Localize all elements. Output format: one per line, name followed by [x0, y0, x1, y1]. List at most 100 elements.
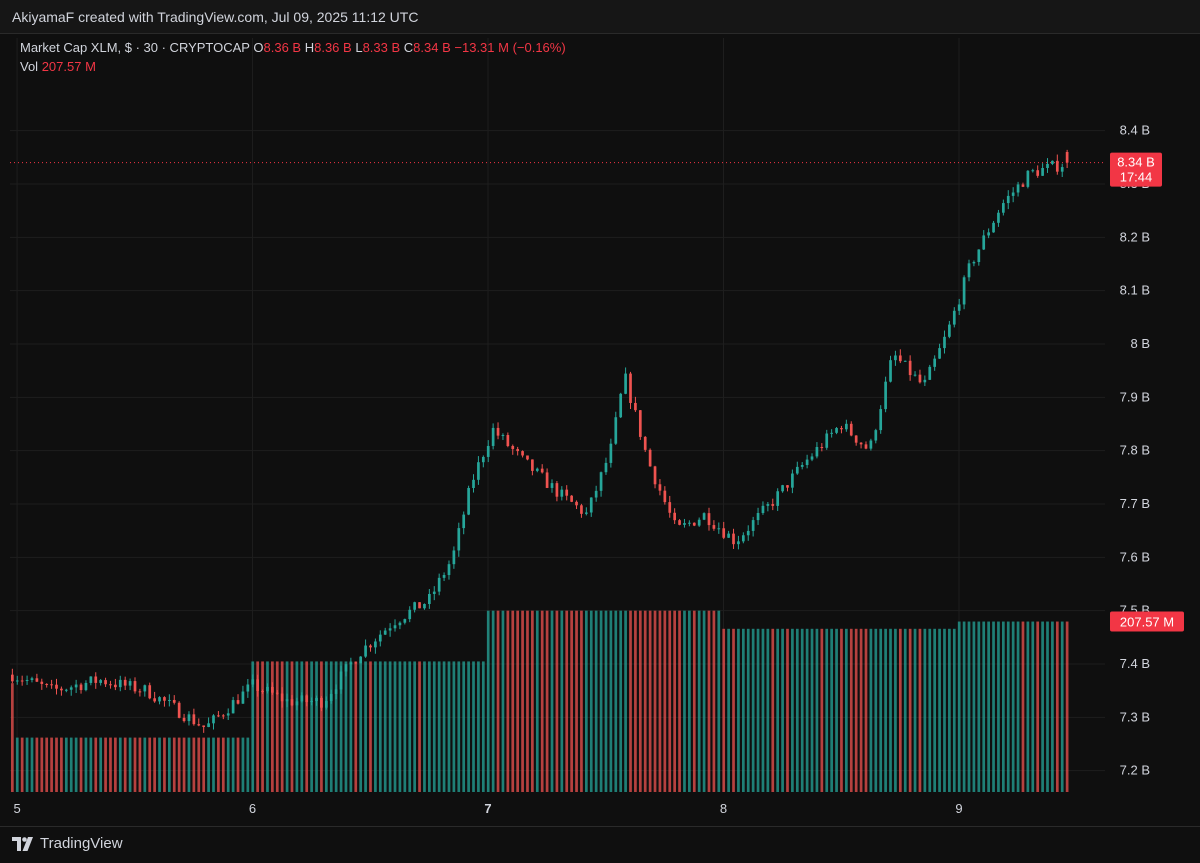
tradingview-brand[interactable]: TradingView: [12, 835, 123, 852]
volume-bar: [972, 621, 976, 792]
symbol-label[interactable]: Market Cap XLM, $ · 30 · CRYPTOCAP: [20, 40, 250, 55]
countdown-label: 17:44: [1120, 170, 1153, 185]
vol-label[interactable]: Vol: [20, 59, 39, 74]
volume-bar: [903, 628, 907, 792]
volume-bar: [643, 610, 647, 792]
volume-bar: [526, 610, 529, 792]
candle-body: [982, 235, 986, 250]
volume-bar: [158, 737, 161, 792]
candle-body: [1006, 195, 1010, 204]
candle-body: [109, 684, 112, 686]
volume-bar: [192, 737, 196, 792]
time-tick-label: 6: [249, 801, 256, 816]
candle-body: [320, 697, 323, 708]
candle-body: [962, 277, 966, 305]
candle-body: [933, 358, 937, 367]
volume-bar: [477, 661, 480, 792]
volume-bar: [261, 661, 264, 792]
price-tick-label: 7.4 B: [1120, 656, 1150, 671]
volume-bar: [300, 661, 304, 792]
candle-body: [143, 685, 147, 692]
time-axis[interactable]: 5 6 7 8 9: [13, 801, 962, 816]
candle-body: [45, 683, 49, 685]
open-label: O: [253, 40, 264, 55]
candle-body: [707, 513, 711, 526]
candle-body: [457, 528, 461, 551]
volume-bar: [432, 661, 436, 792]
volume-bar: [1021, 621, 1025, 792]
volume-bar: [344, 661, 348, 792]
volume-bar: [15, 737, 19, 792]
volume-bar: [599, 610, 603, 792]
volume-bar: [153, 737, 156, 792]
volume-bar: [604, 610, 608, 792]
candle-body: [526, 455, 529, 460]
volume-bar: [364, 661, 367, 792]
volume-bar: [1011, 621, 1015, 792]
volume-bar: [634, 610, 637, 792]
candle-body: [167, 699, 171, 701]
price-axis[interactable]: 7.2 B7.3 B7.4 B7.5 B7.6 B7.7 B7.8 B7.9 B…: [1120, 123, 1150, 778]
candle-body: [246, 684, 250, 692]
volume-bar: [1055, 621, 1059, 792]
candle-body: [182, 717, 186, 722]
volume-bar: [550, 610, 554, 792]
candle-body: [104, 680, 107, 685]
candle-body: [285, 699, 289, 702]
candle-body: [913, 374, 917, 376]
candle-body: [99, 680, 103, 683]
price-tick-label: 7.8 B: [1120, 443, 1150, 458]
volume-bar: [933, 628, 937, 792]
volume-bar: [795, 628, 799, 792]
volume-bar: [800, 628, 804, 792]
candle-body: [1060, 167, 1064, 172]
candle-body: [776, 491, 780, 506]
brand-label: TradingView: [40, 835, 123, 852]
volume-bar: [60, 737, 63, 792]
candle-body: [854, 435, 858, 443]
candle-body: [555, 483, 559, 497]
candle-body: [663, 490, 667, 503]
volume-bar: [732, 628, 735, 792]
volume-bar: [580, 610, 583, 792]
volume-bar: [398, 661, 402, 792]
candle-body: [74, 684, 78, 688]
candle-body: [746, 530, 750, 536]
volume-bar: [64, 737, 68, 792]
volume-bar: [290, 661, 294, 792]
volume-bar: [246, 737, 250, 792]
volume-bar: [722, 628, 726, 792]
volume-bar: [99, 737, 103, 792]
volume-bar: [118, 737, 122, 792]
volume-bar: [45, 737, 49, 792]
volume-bar: [864, 628, 868, 792]
candle-body: [737, 541, 740, 545]
volume-bar: [570, 610, 573, 792]
volume-bar: [683, 610, 686, 792]
volume-bar: [712, 610, 716, 792]
volume-bar: [256, 661, 259, 792]
candle-body: [481, 456, 485, 463]
price-tick-label: 7.7 B: [1120, 496, 1150, 511]
volume-bar: [334, 661, 338, 792]
candle-body: [668, 502, 672, 513]
candle-body: [903, 360, 907, 362]
candle-body: [565, 489, 569, 496]
candle-body: [236, 700, 240, 704]
candle-body: [187, 714, 191, 722]
volume-bar: [786, 628, 789, 792]
volume-bar: [928, 628, 932, 792]
volume-bar: [791, 628, 794, 792]
volume-bar: [442, 661, 446, 792]
volume-bar: [751, 628, 755, 792]
candle-body: [634, 402, 637, 411]
volume-bar: [383, 661, 387, 792]
candle-body: [378, 634, 382, 642]
volume-bar: [1002, 621, 1005, 792]
volume-bar: [810, 628, 814, 792]
volume-bar: [673, 610, 677, 792]
volume-bar: [589, 610, 593, 792]
candle-body: [820, 447, 824, 449]
candle-body: [64, 689, 68, 691]
